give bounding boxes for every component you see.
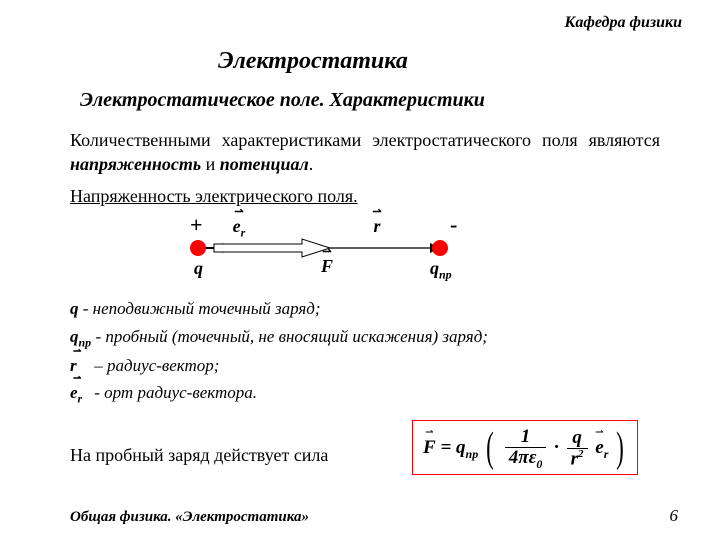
def-er: ⇀er - орт радиус-вектора. xyxy=(70,380,670,407)
r-letter: r xyxy=(373,216,380,236)
right-charge-q: q xyxy=(430,258,439,278)
def-er-text: - орт радиус-вектора. xyxy=(90,383,257,402)
def-r-text: – радиус-вектор; xyxy=(90,356,219,375)
r-vector-label: ⇀ r xyxy=(368,216,386,237)
eq-frac2-r: r xyxy=(571,448,578,469)
eq-frac2-num: q xyxy=(567,428,588,449)
left-charge-dot xyxy=(190,240,206,256)
intro-text-c: и xyxy=(201,154,220,174)
force-sentence: На пробный заряд действует сила xyxy=(70,445,328,466)
term-potential: потенциал xyxy=(220,154,309,174)
eq-er-sub: r xyxy=(604,447,609,461)
eq-dot: · xyxy=(554,437,564,458)
right-charge-sign: - xyxy=(450,212,457,238)
term-intensity: напряженность xyxy=(70,154,201,174)
eq-F: F xyxy=(423,437,436,458)
eq-qnp-sub: пр xyxy=(466,447,479,461)
eq-frac1-eps0: 0 xyxy=(536,457,542,471)
def-r-hat-icon: ⇀ xyxy=(73,344,81,359)
r-hat-icon: ⇀ xyxy=(372,205,381,218)
eq-frac2-sq: 2 xyxy=(578,448,584,460)
eq-F-hat-icon: ⇀ xyxy=(425,427,433,438)
er-hat-icon: ⇀ xyxy=(234,205,243,218)
eq-er: e xyxy=(595,437,603,458)
eq-equals: = xyxy=(440,437,456,458)
left-charge-sign: + xyxy=(190,212,203,238)
eq-er-hat-icon: ⇀ xyxy=(595,427,603,438)
right-charge-dot xyxy=(432,240,448,256)
field-diagram: + q - qпр ⇀ er ⇀ r ⇀ F xyxy=(150,210,510,290)
right-charge-label: qпр xyxy=(430,258,452,283)
intro-text-a: Количественными характеристиками электро… xyxy=(70,130,660,150)
force-vector-label: ⇀ F xyxy=(316,256,338,277)
footer-course: Общая физика. «Электростатика» xyxy=(70,509,309,526)
eq-lparen: ( xyxy=(486,432,494,466)
def-q: q - неподвижный точечный заряд; xyxy=(70,296,670,322)
eq-qnp: q xyxy=(456,437,466,458)
def-r: ⇀r – радиус-вектор; xyxy=(70,353,670,379)
section-heading: Напряженность электрического поля. xyxy=(70,186,358,207)
er-letter: e xyxy=(233,216,241,236)
force-letter: F xyxy=(321,256,333,276)
intro-text-e: . xyxy=(309,154,314,174)
def-er-hat-icon: ⇀ xyxy=(73,371,81,386)
force-equation: ⇀F = qпр ( 1 4πε0 · q r2 ⇀er ) xyxy=(412,420,638,475)
hollow-arrow-icon xyxy=(212,238,332,258)
eq-frac1: 1 4πε0 xyxy=(505,427,547,470)
page-subtitle: Электростатическое поле. Характеристики xyxy=(80,89,485,112)
er-sub: r xyxy=(241,226,246,240)
def-qpr: qпр - пробный (точечный, не вносящий иск… xyxy=(70,324,670,351)
page-number: 6 xyxy=(670,506,679,526)
department-header: Кафедра физики xyxy=(565,14,682,32)
def-er-sub: r xyxy=(78,392,83,406)
page-title: Электростатика xyxy=(218,48,408,75)
er-vector-label: ⇀ er xyxy=(228,216,250,241)
left-charge-label: q xyxy=(194,258,203,279)
def-qpr-sym: q xyxy=(70,327,79,346)
definitions-block: q - неподвижный точечный заряд; qпр - пр… xyxy=(70,296,670,410)
def-q-sym: q xyxy=(70,299,79,318)
right-charge-sub: пр xyxy=(439,268,452,282)
def-q-text: - неподвижный точечный заряд; xyxy=(79,299,321,318)
force-hat-icon: ⇀ xyxy=(322,245,331,258)
eq-frac1-4pi: 4π xyxy=(509,447,529,468)
intro-paragraph: Количественными характеристиками электро… xyxy=(70,128,660,177)
eq-rparen: ) xyxy=(616,432,624,466)
eq-frac2: q r2 xyxy=(567,428,588,469)
eq-frac1-num: 1 xyxy=(505,427,547,448)
def-qpr-text: - пробный (точечный, не вносящий искажен… xyxy=(91,327,488,346)
